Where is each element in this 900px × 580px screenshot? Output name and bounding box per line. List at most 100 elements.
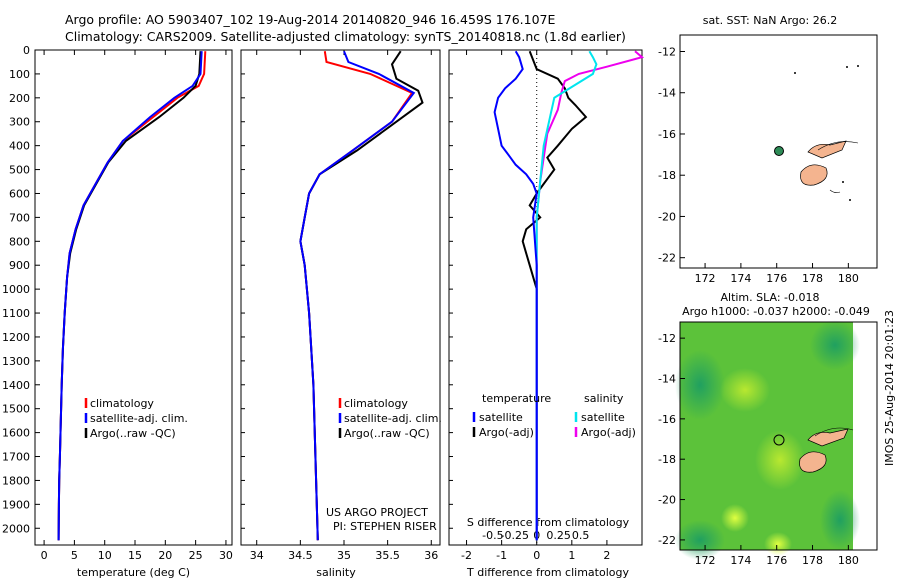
- argo-float-marker: [774, 146, 784, 156]
- temp-series-climatology: [57, 51, 207, 541]
- x-tick-label: 2: [603, 549, 610, 562]
- y-tick-label: 1600: [2, 427, 30, 440]
- legend-title-salinity: salinity: [584, 392, 624, 405]
- legend-label: satellite: [581, 411, 625, 424]
- map-x-tick-label: 176: [766, 554, 787, 567]
- map-y-tick-label: -20: [658, 494, 676, 507]
- x-tick-label: 20: [158, 549, 172, 562]
- map-y-tick-label: -18: [658, 169, 676, 182]
- axes-frame: [240, 49, 441, 546]
- temp-series-satellite: [57, 51, 203, 541]
- x-tick-label: 25: [189, 549, 203, 562]
- map-y-tick-label: -12: [658, 332, 676, 345]
- map-x-tick-label: 174: [730, 272, 751, 285]
- legend-label: satellite-adj. clim.: [344, 412, 442, 425]
- diff-series-temperature-1: [521, 50, 588, 541]
- map-y-tick-label: -18: [658, 453, 676, 466]
- x-tick-label: 0: [533, 549, 540, 562]
- x-tick-label: 0: [41, 549, 48, 562]
- argo-float-marker-sla: [773, 434, 785, 446]
- y-tick-label: 1400: [2, 379, 30, 392]
- legend-label: climatology: [344, 397, 408, 410]
- y-tick-label: 500: [9, 164, 30, 177]
- y-tick-label: 1200: [2, 331, 30, 344]
- x-tick-label: 5: [71, 549, 78, 562]
- x-tick-label: 10: [98, 549, 112, 562]
- y-tick-label: 2000: [2, 522, 30, 535]
- diff-series-salinity-3: [535, 50, 645, 541]
- legend-label: climatology: [90, 397, 154, 410]
- diff-x-label: T difference from climatology: [466, 566, 629, 579]
- y-tick-label: 200: [9, 92, 30, 105]
- legend-label: Argo(..raw -QC): [344, 427, 430, 440]
- sla-map: Altim. SLA: -0.018 Argo h1000: -0.037 h2…: [658, 291, 878, 567]
- y-tick-label: 100: [9, 68, 30, 81]
- sal-series-climatology: [299, 51, 414, 541]
- difference-profile-chart: -2 -1 0 1 2-0.5-0.25 0 0.25 0.5S difference fro…: [448, 49, 645, 579]
- x-tick-label: -1: [496, 549, 507, 562]
- sla-map-frame: [679, 321, 878, 551]
- y-tick-label: 1000: [2, 283, 30, 296]
- map-y-tick-label: -14: [658, 87, 676, 100]
- sst-map: sat. SST: NaN Argo: 26.2 172 174 176 178 180…: [658, 14, 878, 285]
- x-tick-label: 34.5: [288, 549, 313, 562]
- diff-series-salinity-2: [535, 50, 598, 541]
- legend-label: satellite-adj. clim.: [90, 412, 188, 425]
- x-tick-label: 35: [337, 549, 351, 562]
- y-tick-label: 1500: [2, 403, 30, 416]
- title-line-1: Argo profile: AO 5903407_102 19-Aug-2014…: [65, 12, 556, 27]
- temperature-profile-chart: 0 5 10 15 20 25 300100200300400500600700800900…: [2, 44, 233, 579]
- sst-map-coastline: [794, 65, 859, 201]
- y-tick-label: 0: [23, 44, 30, 57]
- y-tick-label: 1100: [2, 307, 30, 320]
- y-tick-label: 300: [9, 116, 30, 129]
- legend-label: Argo(..raw -QC): [90, 427, 176, 440]
- map-x-tick-label: 176: [766, 272, 787, 285]
- project-name: US ARGO PROJECT: [326, 506, 428, 519]
- map-x-tick-label: 174: [730, 554, 751, 567]
- project-pi: PI: STEPHEN RISER: [333, 520, 437, 533]
- x2-tick-label: -0.25: [501, 529, 529, 542]
- map-x-tick-label: 172: [695, 554, 716, 567]
- salinity-profile-chart: 34 34.5 35 35.5 36 salinity climatology satelli…: [240, 49, 442, 579]
- legend-title-temperature: temperature: [482, 392, 551, 405]
- sla-map-title-1: Altim. SLA: -0.018: [720, 291, 819, 304]
- legend-label: Argo(-adj): [581, 426, 636, 439]
- map-y-tick-label: -16: [658, 128, 676, 141]
- map-x-tick-label: 178: [802, 554, 823, 567]
- x-tick-label: -2: [461, 549, 472, 562]
- sla-map-y-ticks: -12 -14 -16 -18 -20 -22: [658, 332, 685, 547]
- x-tick-label: 15: [128, 549, 142, 562]
- map-y-tick-label: -16: [658, 413, 676, 426]
- sst-map-title: sat. SST: NaN Argo: 26.2: [703, 14, 837, 27]
- map-y-tick-label: -14: [658, 372, 676, 385]
- x-tick-label: 1: [568, 549, 575, 562]
- title-line-2: Climatology: CARS2009. Satellite-adjuste…: [65, 29, 626, 44]
- sst-map-y-ticks: -12 -14 -16 -18 -20 -22: [658, 45, 685, 265]
- sal-x-label: salinity: [316, 566, 356, 579]
- x-tick-label: 34: [250, 549, 264, 562]
- sst-map-x-ticks: 172 174 176 178 180: [695, 263, 859, 285]
- sla-map-x-ticks: 172 174 176 178 180: [695, 545, 859, 567]
- sla-map-title-2: Argo h1000: -0.037 h2000: -0.049: [682, 305, 870, 318]
- legend-label: satellite: [479, 411, 523, 424]
- map-y-tick-label: -22: [658, 534, 676, 547]
- axes-frame: [448, 49, 643, 546]
- y-tick-label: 1900: [2, 498, 30, 511]
- x-tick-label: 35.5: [375, 549, 400, 562]
- y-tick-label: 1300: [2, 355, 30, 368]
- sla-map-coastline: [799, 427, 854, 473]
- diff-x2-label: S difference from climatology: [467, 516, 630, 529]
- sal-series-argo: [299, 50, 424, 541]
- map-y-tick-label: -22: [658, 252, 676, 265]
- temp-x-label: temperature (deg C): [77, 566, 190, 579]
- axes-frame: [34, 49, 233, 546]
- sal-series-satellite: [299, 50, 416, 541]
- map-x-tick-label: 178: [802, 272, 823, 285]
- temp-series-argo: [57, 51, 202, 541]
- map-y-tick-label: -12: [658, 45, 676, 58]
- x-tick-label: 36: [424, 549, 438, 562]
- x2-tick-label: -0.5: [482, 529, 503, 542]
